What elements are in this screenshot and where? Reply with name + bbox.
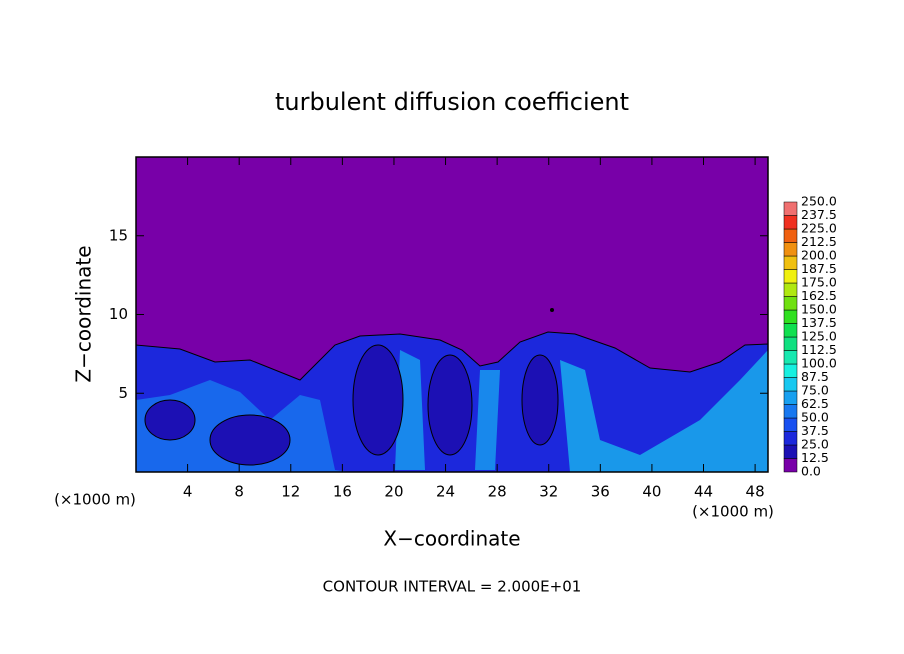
x-tick-label: 48 bbox=[746, 483, 765, 501]
colorbar-label: 50.0 bbox=[801, 410, 829, 425]
colorbar-label: 75.0 bbox=[801, 383, 829, 398]
x-tick-label: 24 bbox=[436, 483, 455, 501]
y-axis-label: Z−coordinate bbox=[72, 245, 96, 382]
colorbar-box bbox=[783, 363, 798, 378]
colorbar-box bbox=[783, 350, 798, 365]
colorbar-label: 87.5 bbox=[801, 369, 829, 384]
colorbar-box bbox=[783, 323, 798, 338]
field bbox=[135, 157, 769, 473]
x-tick-label: 4 bbox=[183, 483, 193, 501]
colorbar-box bbox=[783, 269, 798, 284]
colorbar-label: 162.5 bbox=[801, 288, 837, 303]
x-tick-label: 12 bbox=[281, 483, 300, 501]
colorbar-box bbox=[783, 296, 798, 311]
y-tick-label: 15 bbox=[109, 226, 128, 244]
x-tick-label: 44 bbox=[694, 483, 713, 501]
colorbar-box bbox=[783, 282, 798, 297]
field-dot bbox=[550, 308, 554, 312]
colorbar-box bbox=[783, 336, 798, 351]
colorbar-box bbox=[783, 390, 798, 405]
colorbar-label: 0.0 bbox=[801, 464, 821, 479]
y-tick-label: 5 bbox=[118, 384, 128, 402]
colorbar-box bbox=[783, 215, 798, 230]
colorbar-label: 112.5 bbox=[801, 342, 837, 357]
colorbar-box bbox=[783, 417, 798, 432]
field-region bbox=[395, 350, 425, 470]
field-core bbox=[209, 414, 291, 466]
x-tick-label: 28 bbox=[488, 483, 507, 501]
field-core bbox=[352, 344, 404, 456]
colorbar-box bbox=[783, 444, 798, 459]
field-core bbox=[521, 354, 559, 446]
colorbar-label: 100.0 bbox=[801, 356, 837, 371]
x-tick-label: 16 bbox=[333, 483, 352, 501]
x-unit-label: (×1000 m) bbox=[692, 503, 774, 521]
colorbar-box bbox=[783, 309, 798, 324]
colorbar-label: 212.5 bbox=[801, 234, 837, 249]
x-tick-label: 40 bbox=[642, 483, 661, 501]
colorbar-label: 187.5 bbox=[801, 261, 837, 276]
chart-title: turbulent diffusion coefficient bbox=[275, 88, 629, 116]
colorbar-box bbox=[783, 201, 798, 216]
x-tick-label: 20 bbox=[384, 483, 403, 501]
field-core bbox=[144, 399, 196, 441]
colorbar-label: 125.0 bbox=[801, 329, 837, 344]
field-region bbox=[475, 370, 500, 470]
colorbar-box bbox=[783, 255, 798, 270]
y-tick-label: 10 bbox=[109, 305, 128, 323]
colorbar-label: 25.0 bbox=[801, 437, 829, 452]
colorbar-box bbox=[783, 404, 798, 419]
x-tick-label: 8 bbox=[234, 483, 244, 501]
colorbar-label: 175.0 bbox=[801, 275, 837, 290]
colorbar-box bbox=[783, 458, 798, 473]
field-region bbox=[560, 350, 768, 472]
colorbar-label: 250.0 bbox=[801, 194, 837, 209]
colorbar-label: 225.0 bbox=[801, 221, 837, 236]
colorbar-label: 200.0 bbox=[801, 248, 837, 263]
x-axis-label: X−coordinate bbox=[383, 527, 520, 551]
x-tick-label: 36 bbox=[591, 483, 610, 501]
field-core bbox=[427, 354, 473, 456]
colorbar-box bbox=[783, 431, 798, 446]
x-unit-label: (×1000 m) bbox=[54, 491, 136, 509]
colorbar-box bbox=[783, 377, 798, 392]
colorbar-label: 237.5 bbox=[801, 207, 837, 222]
colorbar-label: 37.5 bbox=[801, 423, 829, 438]
colorbar-label: 62.5 bbox=[801, 396, 829, 411]
colorbar-label: 137.5 bbox=[801, 315, 837, 330]
x-tick-label: 32 bbox=[539, 483, 558, 501]
footer-note: CONTOUR INTERVAL = 2.000E+01 bbox=[323, 578, 582, 596]
colorbar-label: 150.0 bbox=[801, 302, 837, 317]
colorbar-label: 12.5 bbox=[801, 450, 829, 465]
colorbar-box bbox=[783, 242, 798, 257]
colorbar-box bbox=[783, 228, 798, 243]
